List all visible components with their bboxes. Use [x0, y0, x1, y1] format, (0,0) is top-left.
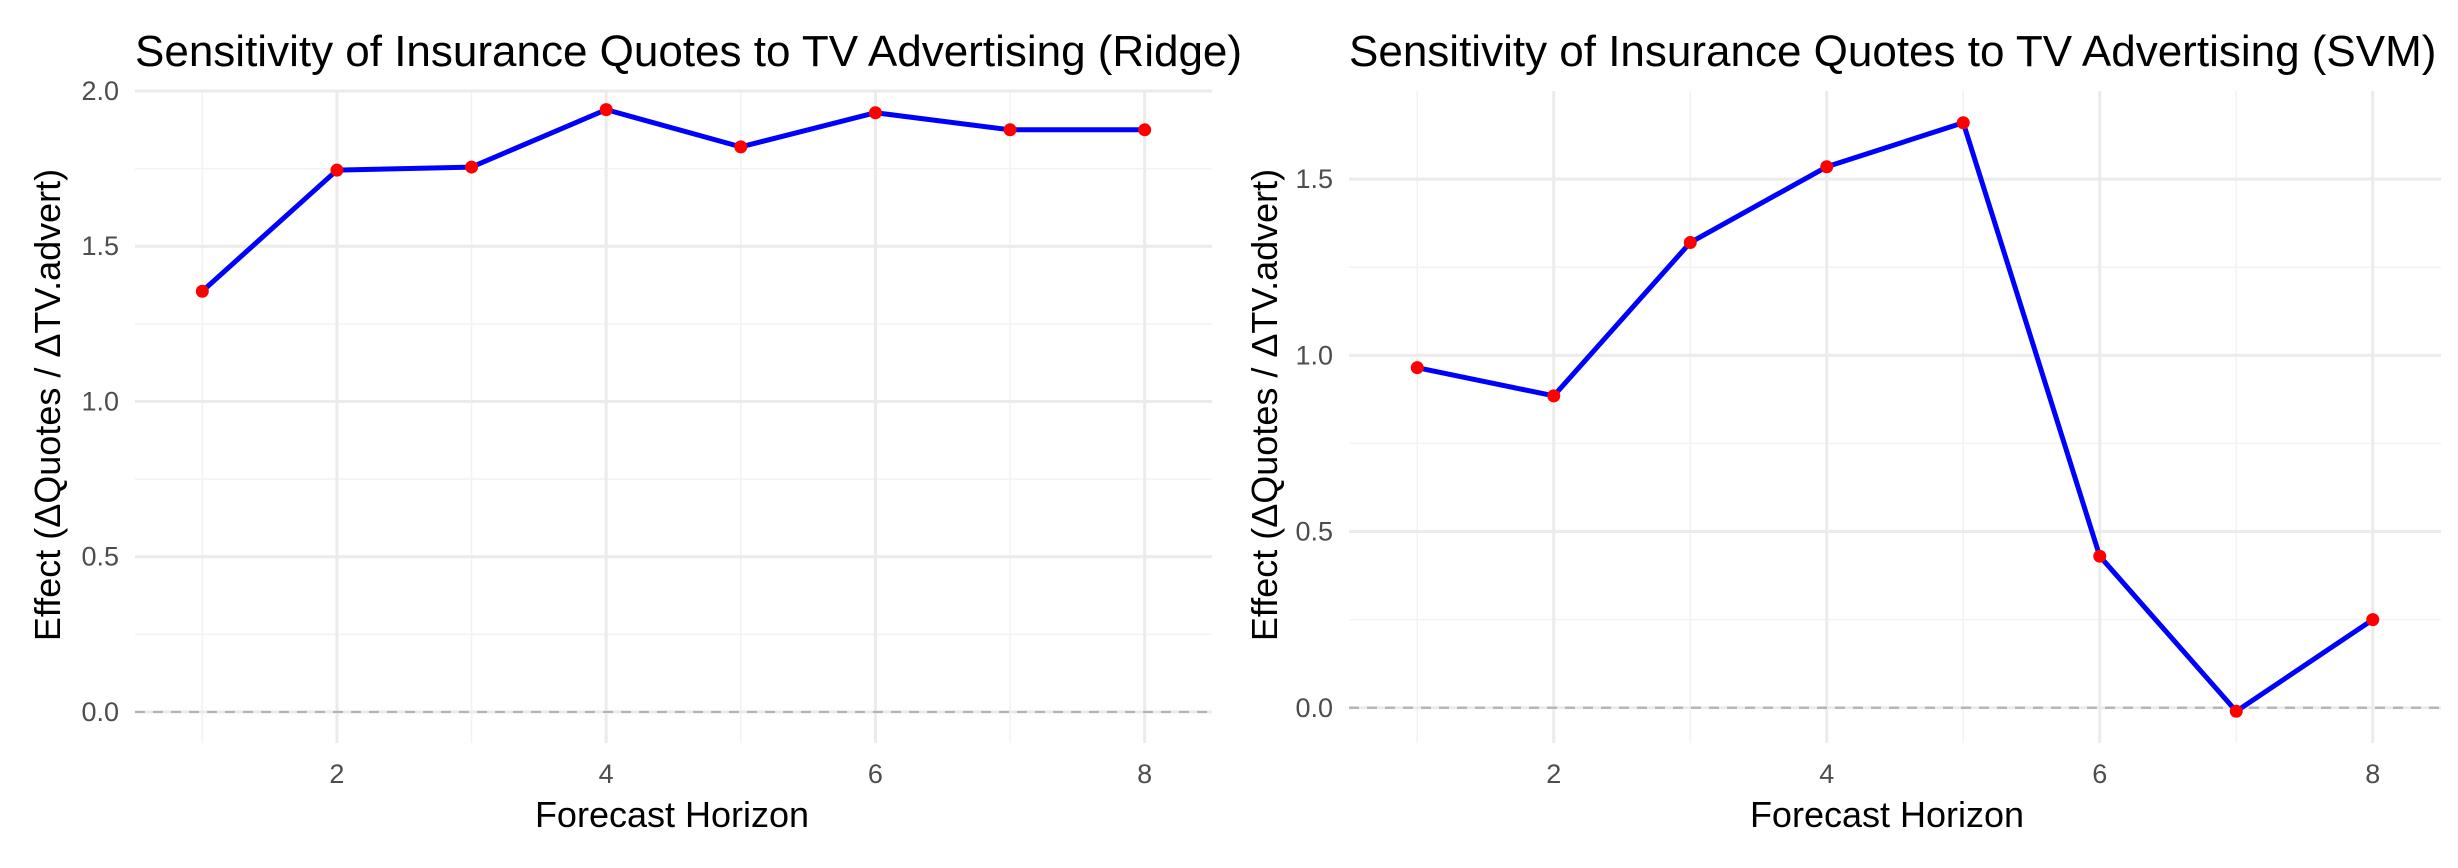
y-tick-label: 0.5: [81, 542, 119, 572]
data-point: [195, 284, 209, 298]
x-tick-label: 2: [329, 759, 344, 789]
y-tick-label: 0.5: [1295, 517, 1333, 547]
x-axis-title: Forecast Horizon: [1750, 794, 2024, 835]
data-point: [1956, 116, 1970, 130]
data-point: [330, 163, 344, 177]
svm-x-axis: 2 4 6 8: [1546, 759, 2380, 789]
data-point: [2229, 704, 2243, 718]
ridge-chart-panel: Sensitivity of Insurance Quotes to TV Ad…: [27, 27, 1242, 835]
series-line: [1416, 120, 2375, 714]
data-point: [1547, 389, 1561, 403]
svm-chart-panel: Sensitivity of Insurance Quotes to TV Ad…: [1229, 0, 2458, 868]
x-tick-label: 6: [868, 759, 883, 789]
y-tick-label: 1.5: [1295, 164, 1333, 194]
x-tick-label: 6: [2092, 759, 2107, 789]
data-point: [1683, 236, 1697, 250]
series-line: [200, 107, 1145, 294]
data-point: [2093, 549, 2107, 563]
data-point: [1138, 123, 1152, 137]
data-point: [599, 103, 613, 117]
y-axis-title: Effect (ΔQuotes / ΔTV.advert): [1244, 169, 1285, 641]
x-tick-label: 4: [599, 759, 614, 789]
ridge-grid: [135, 89, 1212, 743]
svm-grid: [1349, 91, 2441, 743]
x-tick-label: 8: [1137, 759, 1152, 789]
x-tick-label: 4: [1819, 759, 1834, 789]
x-tick-label: 8: [2365, 759, 2380, 789]
y-tick-label: 1.0: [81, 386, 119, 416]
data-point: [2366, 613, 2380, 627]
ridge-series: [195, 103, 1152, 298]
x-axis-title: Forecast Horizon: [535, 794, 809, 835]
ridge-y-axis: 0.0 0.5 1.0 1.5 2.0: [81, 76, 119, 727]
y-tick-label: 0.0: [1295, 693, 1333, 723]
data-point: [734, 140, 748, 154]
chart-title: Sensitivity of Insurance Quotes to TV Ad…: [1349, 27, 2436, 76]
chart-title: Sensitivity of Insurance Quotes to TV Ad…: [135, 27, 1242, 76]
y-tick-label: 0.0: [81, 697, 119, 727]
y-axis-title: Effect (ΔQuotes / ΔTV.advert): [27, 169, 68, 641]
svm-series: [1410, 116, 2380, 718]
ridge-x-axis: 2 4 6 8: [329, 759, 1152, 789]
data-point: [868, 106, 882, 120]
svm-chart: Sensitivity of Insurance Quotes to TV Ad…: [1244, 27, 2441, 835]
ridge-chart: Sensitivity of Insurance Quotes to TV Ad…: [27, 27, 1242, 835]
data-point: [1820, 160, 1834, 174]
y-tick-label: 2.0: [81, 76, 119, 106]
y-tick-label: 1.0: [1295, 340, 1333, 370]
y-tick-label: 1.5: [81, 231, 119, 261]
svm-y-axis: 0.0 0.5 1.0 1.5: [1295, 164, 1333, 723]
data-point: [1410, 361, 1424, 375]
data-point: [465, 160, 479, 174]
data-point: [1003, 123, 1017, 137]
x-tick-label: 2: [1546, 759, 1561, 789]
